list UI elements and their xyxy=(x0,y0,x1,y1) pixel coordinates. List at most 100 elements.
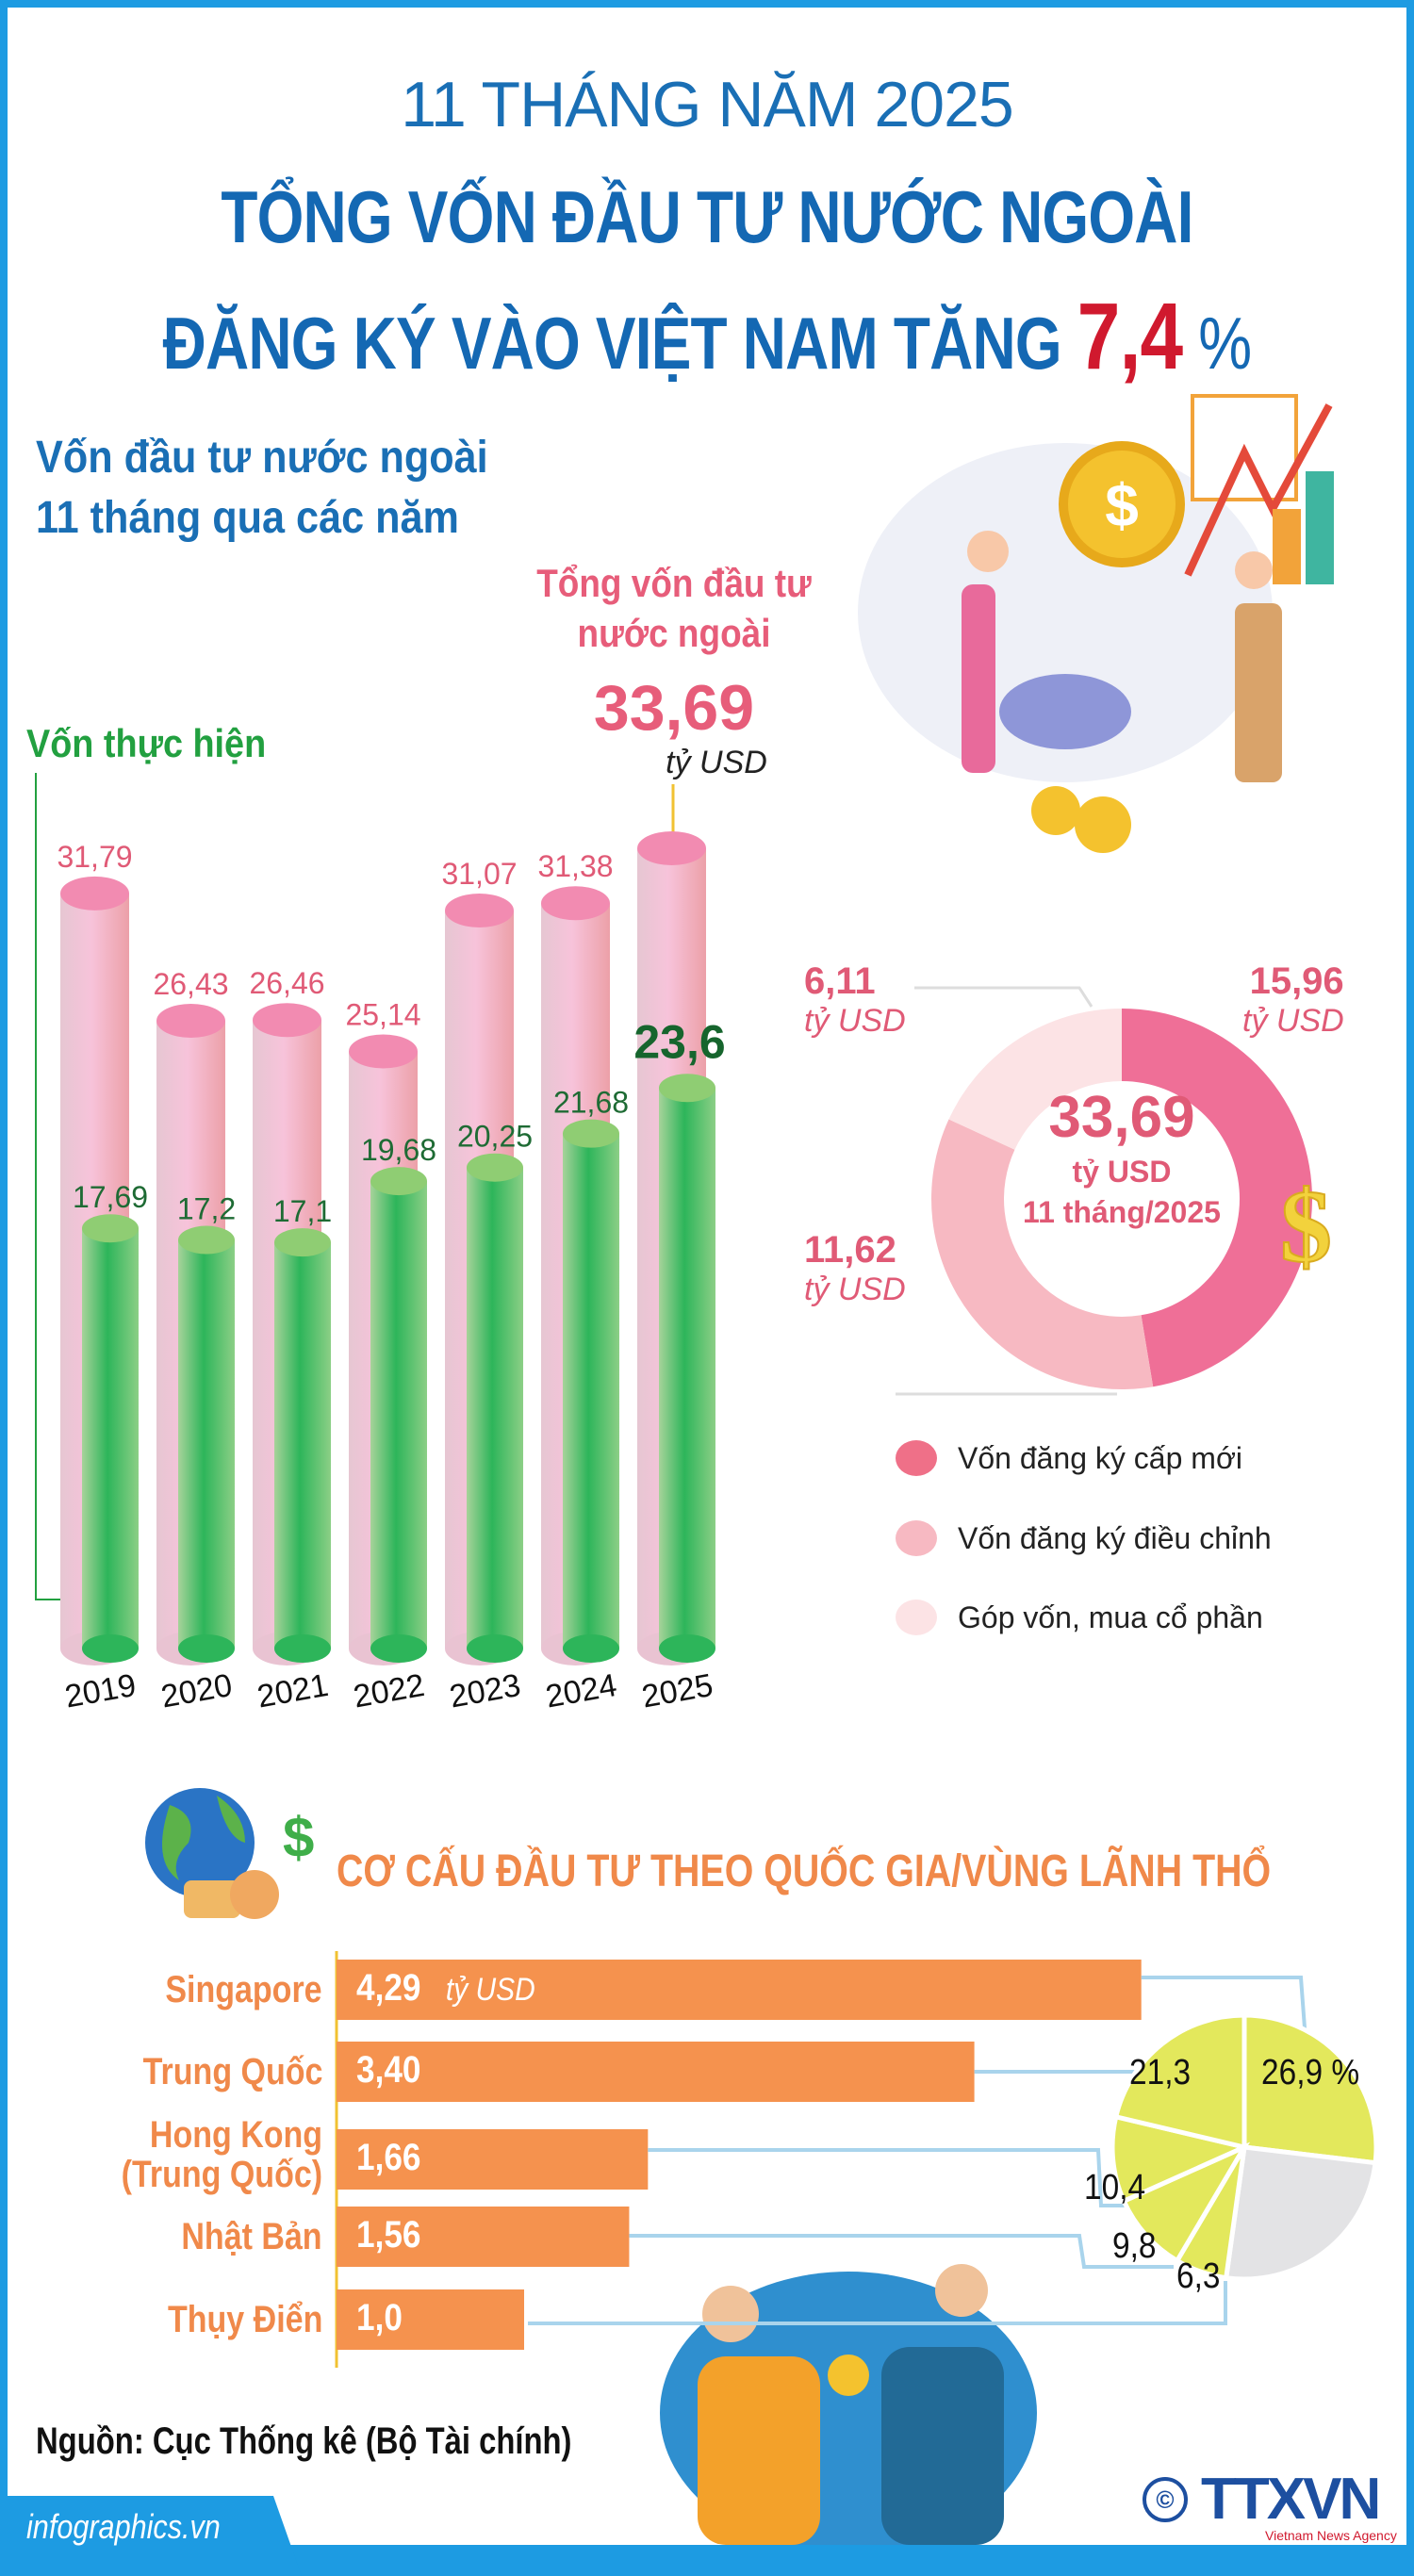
bar-group-2024: 31,38 21,68 2024 xyxy=(537,849,629,1715)
total-bar-top xyxy=(445,894,514,928)
year-tick-label: 2020 xyxy=(158,1667,235,1715)
year-tick-label: 2023 xyxy=(447,1667,523,1715)
connector-line-611 xyxy=(914,986,1093,1008)
donut-label-cap-moi: 15,96 tỷ USD xyxy=(1242,960,1344,1039)
realized-bar xyxy=(178,1239,235,1649)
realized-value-label: 17,2 xyxy=(177,1192,236,1226)
legend-label: Vốn đăng ký điều chỉnh xyxy=(958,1520,1272,1555)
title-prefix: ĐĂNG KÝ VÀO VIỆT NAM TĂNG xyxy=(162,302,1062,385)
country-bar-value: 1,0 xyxy=(356,2297,403,2338)
bar-group-2023: 31,07 20,25 2023 xyxy=(441,857,533,1715)
realized-bar-base xyxy=(370,1634,427,1663)
section-subtitle-1: Vốn đầu tư nước ngoài xyxy=(36,433,488,483)
realized-bar xyxy=(659,1088,715,1649)
total-bar xyxy=(349,1051,418,1649)
logo-tagline: Vietnam News Agency xyxy=(1265,2528,1397,2543)
total-bar-base xyxy=(60,1632,129,1665)
site-link[interactable]: infographics.vn xyxy=(26,2507,221,2546)
donut-center: 33,69 tỷ USD 11 tháng/2025 xyxy=(999,1084,1244,1230)
realized-bar-base xyxy=(82,1634,139,1663)
globe-icon: $ xyxy=(145,1788,314,1919)
share-pie-label: 21,3 xyxy=(1129,2053,1192,2092)
bar-group-2022: 25,14 19,68 2022 xyxy=(345,997,436,1715)
donut-label-dieu-chinh: 11,62 tỷ USD xyxy=(804,1229,906,1307)
realized-bar-base xyxy=(178,1634,235,1663)
total-value-label: 31,79 xyxy=(57,840,132,874)
bar-group-2021: 26,46 17,1 2021 xyxy=(249,966,332,1715)
total-bar-base xyxy=(637,1632,706,1665)
footer-tab xyxy=(0,2496,302,2576)
realized-bar-base xyxy=(274,1634,331,1663)
realized-value-label: 23,6 xyxy=(633,1015,725,1068)
realized-connector-line xyxy=(35,773,99,1600)
realized-bar-top xyxy=(659,1074,715,1103)
total-bar-base xyxy=(349,1632,418,1665)
donut-dollar-icon: $ xyxy=(1280,1169,1332,1284)
country-section-title: CƠ CẤU ĐẦU TƯ THEO QUỐC GIA/VÙNG LÃNH TH… xyxy=(337,1846,1272,1896)
total-bar xyxy=(541,903,610,1649)
share-pie-label: 6,3 xyxy=(1176,2256,1221,2296)
total-bar-base xyxy=(156,1632,225,1665)
total-value-label: 31,07 xyxy=(441,857,517,891)
connector-line xyxy=(528,2281,1227,2325)
header-period: 11 THÁNG NĂM 2025 xyxy=(401,69,1013,140)
total-label-2: nước ngoài xyxy=(577,611,771,655)
realized-bar-top xyxy=(178,1225,235,1255)
donut-label-gop-von: 6,11 tỷ USD xyxy=(804,960,906,1039)
realized-bar-base xyxy=(467,1634,523,1663)
legend-item-gop-von: Góp vốn, mua cổ phần xyxy=(896,1600,1263,1635)
connector-line xyxy=(648,2148,1159,2207)
realized-bar-base xyxy=(659,1634,715,1663)
country-bar xyxy=(337,2042,975,2102)
realized-bar xyxy=(563,1133,619,1649)
total-bar-base xyxy=(541,1632,610,1665)
copyright-icon: © xyxy=(1143,2477,1188,2522)
total-bar-top xyxy=(156,1003,225,1038)
legend-label: Góp vốn, mua cổ phần xyxy=(958,1600,1263,1634)
year-tick-label: 2025 xyxy=(639,1667,715,1715)
bar-group-2020: 26,43 17,2 2020 xyxy=(153,967,236,1715)
realized-bar-top xyxy=(370,1167,427,1196)
realized-bar xyxy=(274,1242,331,1649)
donut-center-period: 11 tháng/2025 xyxy=(1023,1195,1221,1229)
realized-bar-top xyxy=(563,1119,619,1148)
total-value-label: 26,46 xyxy=(249,966,324,1000)
country-bar-value: 4,29 tỷ USD xyxy=(356,1967,535,2009)
ttxvn-logo: © TTXVN Vietnam News Agency xyxy=(1143,2467,1397,2543)
legend-swatch xyxy=(896,1600,937,1635)
connector-line xyxy=(1141,1976,1307,2042)
total-bar xyxy=(156,1020,225,1649)
source-note: Nguồn: Cục Thống kê (Bộ Tài chính) xyxy=(36,2420,572,2462)
growth-value: 7,4 xyxy=(1077,284,1183,389)
total-bar-base xyxy=(445,1632,514,1665)
header-title-line2: ĐĂNG KÝ VÀO VIỆT NAM TĂNG 7,4 % xyxy=(127,283,1287,391)
section-subtitle-2: 11 tháng qua các năm xyxy=(36,493,459,543)
total-bar-top xyxy=(60,876,129,911)
donut-center-value: 33,69 xyxy=(1048,1085,1195,1150)
investment-illustration: $ xyxy=(858,394,1334,853)
legend-swatch xyxy=(896,1440,937,1476)
realized-value-label: 17,1 xyxy=(273,1194,332,1228)
logo-name: TTXVN xyxy=(1201,2467,1381,2532)
country-bar-value: 1,66 xyxy=(356,2137,421,2178)
total-bar xyxy=(253,1020,321,1649)
growth-unit: % xyxy=(1198,302,1252,385)
realized-bar-top xyxy=(82,1214,139,1243)
legend-label: Vốn đăng ký cấp mới xyxy=(958,1440,1243,1475)
total-bar xyxy=(445,911,514,1649)
realized-value-label: 21,68 xyxy=(553,1086,629,1120)
share-pie-slice xyxy=(1223,2144,1378,2282)
bar-group-2025: 23,6 2025 xyxy=(633,831,726,1715)
total-bar-top xyxy=(541,886,610,921)
realized-label: Vốn thực hiện xyxy=(26,721,267,765)
realized-value-label: 20,25 xyxy=(457,1120,533,1154)
total-value-label: 26,43 xyxy=(153,967,228,1001)
realized-bar xyxy=(82,1228,139,1649)
total-bar-top xyxy=(253,1003,321,1038)
legend-item-dieu-chinh: Vốn đăng ký điều chỉnh xyxy=(896,1520,1272,1556)
total-bar-base xyxy=(253,1632,321,1665)
year-tick-label: 2019 xyxy=(62,1667,139,1715)
share-pie-label: 26,9 % xyxy=(1261,2053,1360,2092)
svg-text:$: $ xyxy=(1105,471,1139,539)
year-tick-label: 2021 xyxy=(255,1667,331,1715)
